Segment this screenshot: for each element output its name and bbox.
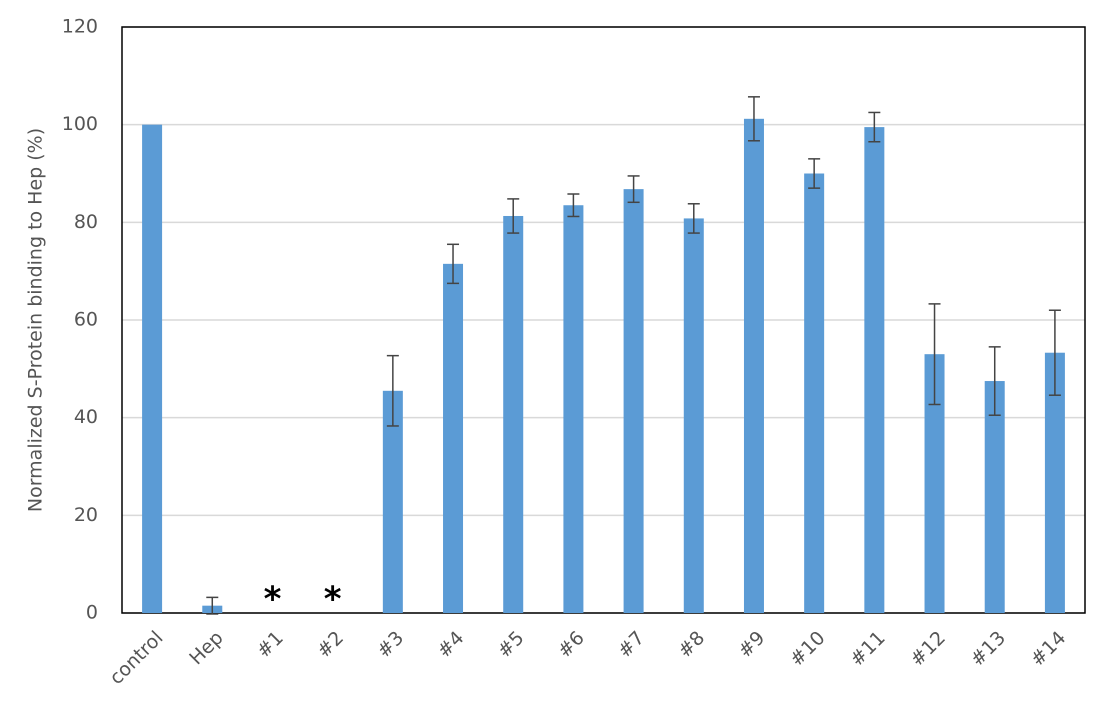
y-tick-label: 60 [74, 309, 98, 331]
x-tick-label: #2 [313, 627, 348, 662]
y-tick-label: 20 [74, 504, 98, 526]
y-tick-label: 0 [86, 602, 98, 624]
error-bar [627, 175, 640, 204]
error-bar [687, 203, 700, 234]
x-tick-label: #6 [553, 627, 588, 662]
bar [443, 263, 464, 613]
error-bar [808, 158, 821, 189]
y-tick-label: 80 [74, 211, 98, 233]
error-bar [988, 346, 1001, 416]
error-bar [1048, 309, 1061, 396]
error-bar [747, 96, 760, 142]
x-tick-label: control [105, 627, 167, 689]
bar [804, 173, 825, 613]
x-tick-label: #14 [1026, 627, 1070, 671]
y-tick-label: 120 [62, 16, 98, 38]
x-tick-label: #4 [433, 627, 468, 662]
bar [743, 118, 764, 613]
error-bar [386, 354, 399, 427]
x-tick-label: #11 [846, 627, 890, 671]
x-tick-label: #3 [373, 627, 408, 662]
bar [142, 124, 163, 614]
bar [382, 390, 403, 613]
error-bar [928, 303, 941, 406]
bar [864, 127, 885, 613]
annotation: * [324, 580, 342, 620]
error-bar [567, 193, 580, 218]
bar [683, 218, 704, 613]
y-tick-label: 40 [74, 406, 98, 428]
error-bar [206, 596, 219, 615]
error-bar [868, 111, 881, 143]
bar [924, 354, 945, 613]
x-tick-label: #9 [734, 627, 769, 662]
error-bar [507, 198, 520, 234]
x-tick-label: #12 [906, 627, 950, 671]
x-tick-label: #1 [253, 627, 288, 662]
bar [563, 205, 584, 613]
bar [1044, 352, 1065, 613]
x-tick-label: #13 [966, 627, 1010, 671]
y-tick-label: 100 [62, 113, 98, 135]
bar [984, 381, 1005, 613]
x-tick-label: Hep [185, 627, 227, 669]
y-axis-label: Normalized S-Protein binding to Hep (%) [25, 128, 47, 512]
annotation: * [264, 580, 282, 620]
bar [503, 215, 524, 614]
x-tick-label: #8 [674, 627, 709, 662]
x-tick-label: #7 [614, 627, 649, 662]
error-bar [447, 243, 460, 285]
bar [623, 189, 644, 614]
x-tick-label: #10 [786, 627, 830, 671]
plot-border [121, 26, 1086, 614]
x-tick-label: #5 [493, 627, 528, 662]
